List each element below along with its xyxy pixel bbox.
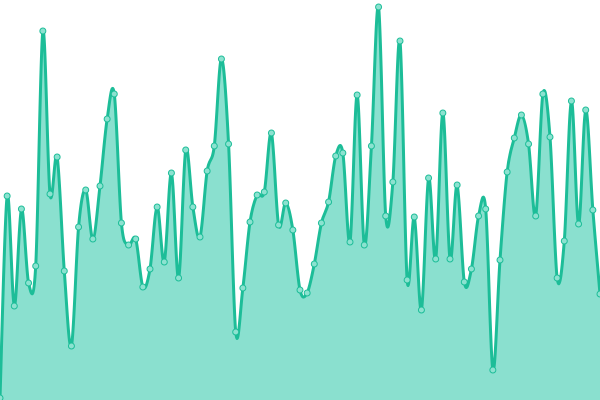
data-point-25	[175, 274, 183, 282]
data-point-68	[482, 205, 490, 213]
data-point-29	[203, 167, 211, 175]
data-point-46	[325, 198, 333, 206]
data-point-70	[496, 256, 504, 264]
data-point-78	[553, 274, 561, 282]
data-point-80	[567, 97, 575, 105]
data-point-35	[246, 218, 254, 226]
data-point-55	[389, 178, 397, 186]
data-point-23	[160, 258, 168, 266]
data-point-30	[210, 142, 218, 150]
data-point-4	[25, 279, 33, 287]
data-point-50	[353, 91, 361, 99]
data-point-38	[267, 129, 275, 137]
data-point-54	[382, 212, 390, 220]
data-point-31	[217, 55, 225, 63]
data-point-52	[367, 142, 375, 150]
data-point-43	[303, 289, 311, 297]
data-point-21	[146, 265, 154, 273]
data-point-58	[410, 213, 418, 221]
data-point-36	[253, 191, 261, 199]
data-point-5	[32, 262, 40, 270]
data-point-27	[189, 203, 197, 211]
data-point-2	[10, 302, 18, 310]
data-point-60	[425, 174, 433, 182]
data-point-62	[439, 109, 447, 117]
data-point-65	[460, 278, 468, 286]
data-point-76	[539, 90, 547, 98]
data-point-39	[275, 221, 283, 229]
data-point-63	[446, 255, 454, 263]
data-point-74	[525, 140, 533, 148]
data-points	[0, 3, 600, 400]
data-point-73	[517, 111, 525, 119]
data-point-32	[225, 140, 233, 148]
data-point-75	[532, 212, 540, 220]
data-point-69	[489, 366, 497, 374]
data-point-14	[96, 182, 104, 190]
data-point-13	[89, 235, 97, 243]
data-point-79	[560, 237, 568, 245]
data-point-16	[110, 90, 118, 98]
data-point-48	[339, 149, 347, 157]
data-point-84	[596, 290, 600, 298]
data-point-17	[117, 219, 125, 227]
area-fill	[0, 6, 600, 400]
data-point-77	[546, 133, 554, 141]
data-point-49	[346, 238, 354, 246]
data-point-82	[582, 106, 590, 114]
data-point-59	[417, 306, 425, 314]
data-point-56	[396, 37, 404, 45]
data-point-83	[589, 206, 597, 214]
data-point-1	[3, 192, 11, 200]
data-point-33	[232, 328, 240, 336]
data-point-72	[510, 134, 518, 142]
data-point-47	[332, 152, 340, 160]
data-point-57	[403, 276, 411, 284]
data-point-37	[260, 188, 268, 196]
data-point-10	[67, 342, 75, 350]
data-point-24	[167, 169, 175, 177]
data-point-19	[132, 235, 140, 243]
data-point-28	[196, 233, 204, 241]
data-point-3	[17, 205, 25, 213]
data-point-41	[289, 226, 297, 234]
data-point-44	[310, 260, 318, 268]
data-point-40	[282, 199, 290, 207]
data-point-11	[75, 223, 83, 231]
data-point-34	[239, 284, 247, 292]
data-point-67	[475, 212, 483, 220]
data-point-15	[103, 115, 111, 123]
data-point-26	[182, 146, 190, 154]
data-point-8	[53, 153, 61, 161]
data-point-81	[575, 220, 583, 228]
data-point-53	[375, 3, 383, 11]
data-point-6	[39, 27, 47, 35]
data-point-20	[139, 283, 147, 291]
data-point-18	[125, 241, 133, 249]
data-point-0	[0, 394, 4, 400]
data-point-45	[317, 219, 325, 227]
data-point-42	[296, 286, 304, 294]
data-point-51	[360, 241, 368, 249]
data-point-64	[453, 181, 461, 189]
data-point-9	[60, 267, 68, 275]
data-point-71	[503, 168, 511, 176]
data-point-7	[46, 190, 54, 198]
data-point-12	[82, 186, 90, 194]
data-point-61	[432, 255, 440, 263]
data-point-66	[467, 265, 475, 273]
data-point-22	[153, 203, 161, 211]
